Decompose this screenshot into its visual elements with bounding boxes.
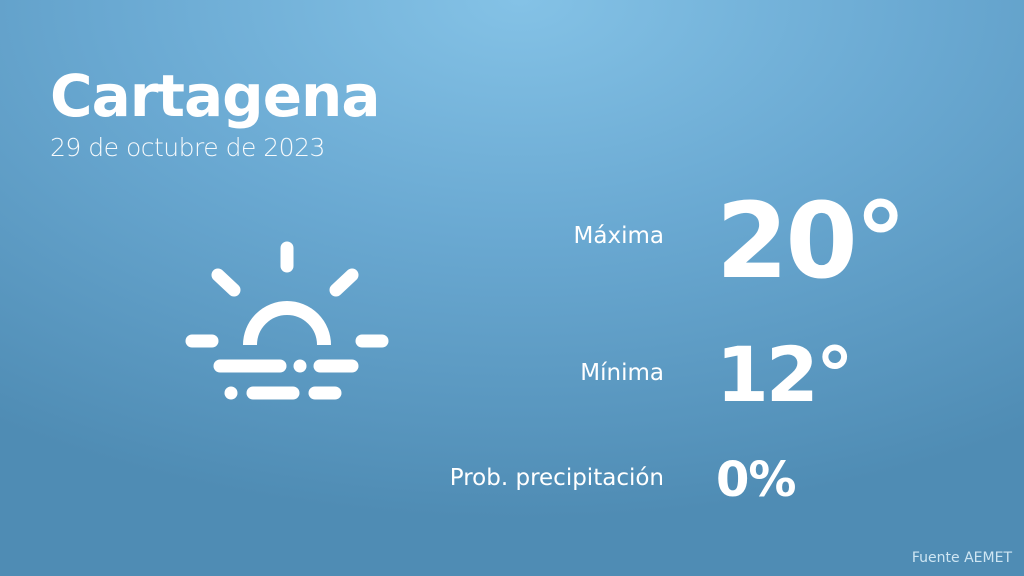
source-credit: Fuente AEMET bbox=[911, 550, 1012, 566]
min-label: Mínima bbox=[580, 360, 664, 386]
sun-ray bbox=[329, 268, 359, 297]
max-value: 20° bbox=[716, 180, 907, 302]
precip-label: Prob. precipitación bbox=[449, 465, 664, 491]
max-label: Máxima bbox=[573, 223, 664, 249]
forecast-date: 29 de octubre de 2023 bbox=[50, 133, 325, 162]
city-title: Cartagena bbox=[50, 62, 380, 130]
min-value: 12° bbox=[716, 330, 854, 419]
sun-arc bbox=[243, 301, 331, 346]
sun-ray bbox=[211, 268, 241, 297]
precip-value: 0% bbox=[716, 452, 796, 508]
